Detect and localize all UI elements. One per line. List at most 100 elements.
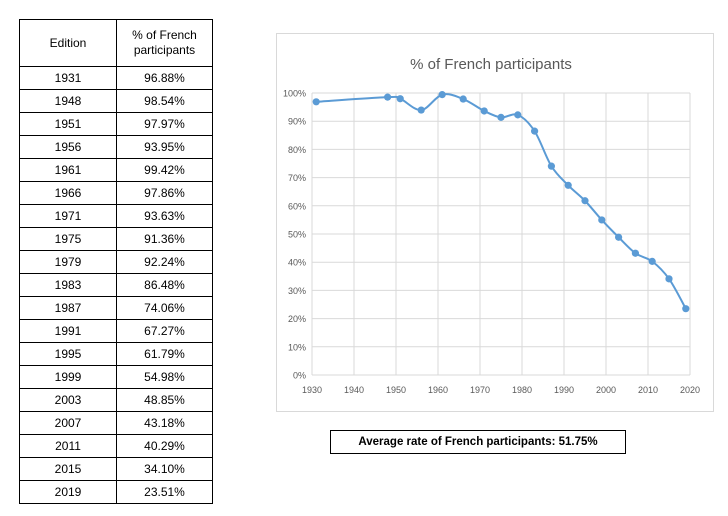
percent-cell: 43.18%: [116, 411, 213, 435]
table-row: 2007 43.18%: [19, 411, 213, 435]
data-point: [417, 106, 425, 114]
data-point: [514, 111, 522, 119]
data-points: [312, 91, 690, 313]
y-tick-label: 40%: [288, 258, 306, 268]
x-tick-label: 1940: [344, 385, 364, 395]
average-summary-box: Average rate of French participants: 51.…: [330, 430, 626, 454]
table-row: 1971 93.63%: [19, 204, 213, 228]
table-row: 1961 99.42%: [19, 158, 213, 182]
edition-cell: 2003: [19, 388, 117, 412]
data-point: [480, 107, 488, 115]
percent-cell: 74.06%: [116, 296, 213, 320]
edition-cell: 1995: [19, 342, 117, 366]
table-row: 1991 67.27%: [19, 319, 213, 343]
table-row: 1966 97.86%: [19, 181, 213, 205]
x-tick-label: 2020: [680, 385, 700, 395]
table-row: 2003 48.85%: [19, 388, 213, 412]
edition-cell: 1991: [19, 319, 117, 343]
x-tick-label: 1960: [428, 385, 448, 395]
data-point: [396, 95, 404, 103]
y-tick-label: 60%: [288, 201, 306, 211]
x-tick-label: 1980: [512, 385, 532, 395]
x-tick-label: 1950: [386, 385, 406, 395]
edition-cell: 1971: [19, 204, 117, 228]
edition-cell: 1966: [19, 181, 117, 205]
table-row: 1987 74.06%: [19, 296, 213, 320]
table-row: 1983 86.48%: [19, 273, 213, 297]
percent-cell: 61.79%: [116, 342, 213, 366]
edition-cell: 1975: [19, 227, 117, 251]
header-percent: % of French participants: [116, 19, 213, 67]
chart-title: % of French participants: [410, 56, 572, 73]
percent-cell: 34.10%: [116, 457, 213, 481]
axes: 0% 10% 20% 30% 40% 50% 60% 70% 80% 90% 100% 1930 194…: [283, 89, 700, 396]
edition-cell: 2019: [19, 480, 117, 504]
table-row: 1951 97.97%: [19, 112, 213, 136]
data-point: [615, 233, 623, 241]
table-row: 1999 54.98%: [19, 365, 213, 389]
percent-cell: 99.42%: [116, 158, 213, 182]
edition-cell: 1983: [19, 273, 117, 297]
data-point: [581, 197, 589, 205]
chart-area: % of French participants 0% 10% 20% 30% 40% 5…: [276, 33, 714, 412]
percent-cell: 92.24%: [116, 250, 213, 274]
y-tick-label: 0%: [293, 371, 306, 381]
edition-cell: 1979: [19, 250, 117, 274]
table-row: 1979 92.24%: [19, 250, 213, 274]
edition-cell: 1951: [19, 112, 117, 136]
header-edition: Edition: [19, 19, 117, 67]
table-row: 1995 61.79%: [19, 342, 213, 366]
percent-cell: 67.27%: [116, 319, 213, 343]
edition-cell: 1956: [19, 135, 117, 159]
data-point: [665, 275, 673, 283]
data-point: [438, 91, 446, 99]
percent-cell: 91.36%: [116, 227, 213, 251]
table-header-row: Edition % of French participants: [19, 19, 213, 67]
data-point: [497, 113, 505, 121]
y-tick-label: 30%: [288, 286, 306, 296]
y-tick-label: 80%: [288, 145, 306, 155]
edition-cell: 2015: [19, 457, 117, 481]
y-tick-label: 100%: [283, 89, 306, 99]
edition-cell: 2007: [19, 411, 117, 435]
percent-cell: 23.51%: [116, 480, 213, 504]
data-point: [682, 305, 690, 313]
data-point: [631, 249, 639, 257]
percent-cell: 96.88%: [116, 66, 213, 90]
line-chart: % of French participants 0% 10% 20% 30% 40% 5…: [283, 56, 700, 396]
edition-cell: 1999: [19, 365, 117, 389]
y-tick-label: 90%: [288, 117, 306, 127]
edition-cell: 1961: [19, 158, 117, 182]
data-point: [564, 181, 572, 189]
data-point: [384, 93, 392, 101]
data-table: Edition % of French participants 1931 96.…: [19, 19, 213, 504]
data-point: [648, 257, 656, 265]
table-body: 1931 96.88% 1948 98.54% 1951 97.97% 1956 93.95%…: [19, 66, 213, 504]
table-row: 2011 40.29%: [19, 434, 213, 458]
table-row: 1948 98.54%: [19, 89, 213, 113]
x-tick-label: 1930: [302, 385, 322, 395]
data-point: [459, 95, 467, 103]
data-point: [312, 98, 320, 106]
percent-cell: 93.95%: [116, 135, 213, 159]
y-tick-label: 20%: [288, 314, 306, 324]
edition-cell: 1987: [19, 296, 117, 320]
edition-cell: 2011: [19, 434, 117, 458]
percent-cell: 93.63%: [116, 204, 213, 228]
percent-cell: 97.97%: [116, 112, 213, 136]
x-tick-label: 2000: [596, 385, 616, 395]
table-row: 2015 34.10%: [19, 457, 213, 481]
data-point: [547, 162, 555, 170]
edition-cell: 1931: [19, 66, 117, 90]
y-tick-label: 10%: [288, 342, 306, 352]
percent-cell: 86.48%: [116, 273, 213, 297]
x-tick-label: 1990: [554, 385, 574, 395]
percent-cell: 54.98%: [116, 365, 213, 389]
data-point: [598, 216, 606, 224]
series-line: [316, 93, 687, 310]
percent-cell: 48.85%: [116, 388, 213, 412]
table-row: 2019 23.51%: [19, 480, 213, 504]
y-tick-label: 70%: [288, 173, 306, 183]
data-point: [531, 127, 539, 135]
table-row: 1975 91.36%: [19, 227, 213, 251]
